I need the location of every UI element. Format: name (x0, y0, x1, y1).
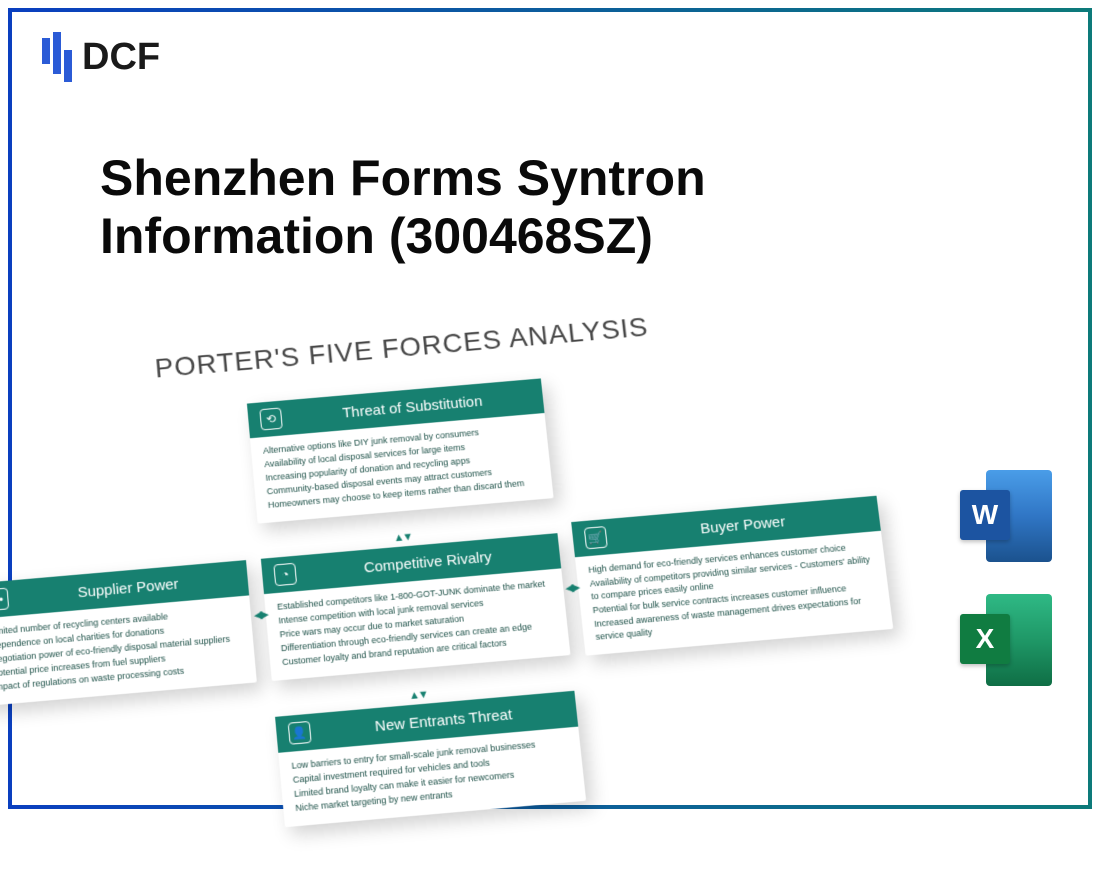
excel-letter: X (960, 614, 1010, 664)
page-title: Shenzhen Forms Syntron Information (3004… (100, 150, 920, 265)
file-icons-group: W X (960, 470, 1052, 686)
arrow-icon: ◀▶ (565, 581, 579, 595)
card-buyer: 🛒 Buyer Power High demand for eco-friend… (571, 496, 893, 656)
card-entrants: 👤 New Entrants Threat Low barriers to en… (275, 691, 586, 828)
logo-bars-icon (42, 32, 72, 82)
word-letter: W (960, 490, 1010, 540)
excel-file-icon[interactable]: X (960, 594, 1052, 686)
card-competitive: ◔ Competitive Rivalry Established compet… (261, 533, 571, 681)
porters-diagram: PORTER'S FIVE FORCES ANALYSIS ⟲ Threat o… (0, 302, 932, 896)
brand-name: DCF (82, 36, 160, 79)
cart-icon: 🛒 (584, 526, 608, 549)
card-supplier: ⊶ Supplier Power Limited number of recyc… (0, 560, 257, 706)
arrow-icon: ◀▶ (253, 608, 267, 622)
arrow-icon: ▲▼ (393, 531, 412, 544)
user-add-icon: 👤 (288, 721, 312, 745)
card-substitution: ⟲ Threat of Substitution Alternative opt… (247, 378, 554, 523)
pie-icon: ◔ (273, 563, 297, 586)
refresh-icon: ⟲ (259, 407, 283, 430)
arrow-icon: ▲▼ (408, 689, 427, 702)
word-file-icon[interactable]: W (960, 470, 1052, 562)
link-icon: ⊶ (0, 588, 9, 612)
brand-logo: DCF (42, 32, 160, 82)
